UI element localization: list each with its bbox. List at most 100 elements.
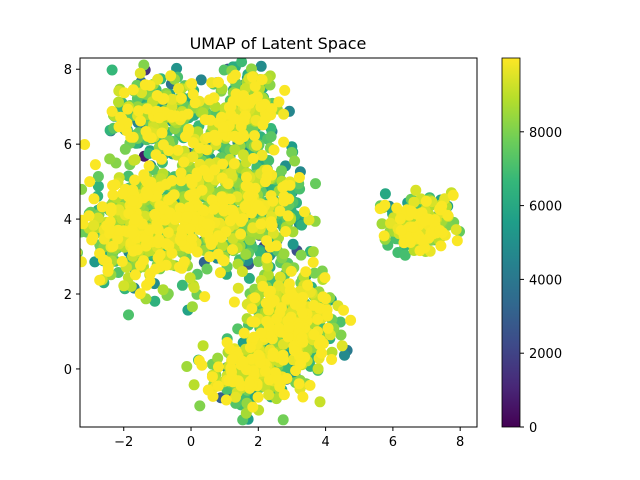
scatter-point: [180, 131, 191, 143]
scatter-point: [236, 266, 248, 277]
scatter-point: [98, 254, 109, 266]
scatter-point: [315, 334, 327, 346]
scatter-point: [104, 216, 116, 228]
x-tick-label: −2: [114, 435, 133, 450]
scatter-point: [277, 349, 289, 361]
scatter-point: [65, 238, 76, 249]
scatter-point: [226, 353, 238, 365]
scatter-point: [201, 218, 213, 230]
x-tick-label: 4: [321, 435, 329, 450]
scatter-point: [172, 144, 184, 156]
scatter-point: [209, 129, 220, 141]
scatter-point: [300, 266, 312, 278]
scatter-point: [239, 98, 250, 110]
scatter-point: [232, 282, 244, 294]
scatter-point: [107, 240, 119, 252]
scatter-point: [283, 278, 295, 290]
scatter-point: [230, 391, 241, 403]
scatter-point: [251, 91, 263, 103]
scatter-point: [339, 349, 350, 361]
scatter-point: [107, 189, 119, 201]
scatter-point: [302, 279, 314, 291]
x-tick-label: 8: [456, 435, 464, 450]
scatter-point: [206, 371, 218, 383]
scatter-point: [102, 265, 114, 277]
scatter-point: [277, 414, 289, 426]
scatter-point: [176, 279, 188, 291]
scatter-point: [314, 396, 326, 408]
scatter-point: [274, 205, 286, 217]
scatter-point: [152, 73, 164, 85]
scatter-point: [238, 327, 250, 339]
scatter-point: [299, 206, 310, 218]
scatter-point: [201, 263, 213, 275]
scatter-point: [226, 72, 238, 84]
scatter-point: [188, 379, 200, 391]
scatter-point: [127, 84, 139, 96]
scatter-point: [156, 153, 167, 165]
scatter-point: [267, 195, 279, 207]
scatter-point: [202, 384, 214, 396]
scatter-point: [286, 147, 298, 158]
scatter-point: [222, 178, 234, 190]
scatter-point: [229, 211, 241, 223]
scatter-point: [255, 60, 267, 72]
scatter-point: [80, 256, 87, 268]
scatter-point: [142, 189, 154, 200]
scatter-point: [116, 113, 128, 125]
scatter-point: [447, 189, 459, 201]
scatter-point: [268, 144, 280, 156]
scatter-point: [241, 171, 252, 183]
scatter-point: [92, 171, 104, 182]
scatter-point: [88, 193, 100, 205]
scatter-point: [243, 272, 255, 284]
scatter-point: [176, 229, 187, 241]
scatter-point: [84, 176, 96, 188]
scatter-point: [289, 155, 301, 167]
scatter-point: [125, 131, 137, 143]
scatter-point: [319, 272, 331, 284]
scatter-point: [144, 224, 156, 236]
scatter-point: [415, 234, 427, 246]
scatter-point: [113, 96, 124, 108]
scatter-point: [279, 84, 291, 96]
scatter-point: [199, 291, 211, 303]
scatter-point: [187, 151, 199, 163]
scatter-point: [246, 71, 258, 83]
scatter-point: [237, 356, 249, 368]
scatter-point: [273, 96, 285, 108]
x-tick-label: 6: [389, 435, 397, 450]
scatter-point: [312, 363, 324, 375]
scatter-point: [251, 139, 263, 151]
scatter-point: [166, 111, 178, 123]
scatter-point: [174, 202, 186, 214]
scatter-point: [272, 374, 284, 385]
scatter-point: [278, 108, 290, 120]
scatter-point: [308, 299, 320, 311]
scatter-point: [278, 389, 290, 401]
scatter-point: [282, 210, 294, 222]
scatter-point: [166, 247, 178, 259]
scatter-point: [162, 227, 174, 238]
scatter-point: [244, 234, 256, 246]
scatter-point: [89, 159, 101, 171]
scatter-point: [303, 214, 315, 226]
scatter-point: [217, 158, 229, 170]
scatter-point: [399, 249, 411, 261]
scatter-point: [235, 121, 247, 133]
scatter-point: [197, 340, 209, 352]
scatter-point: [278, 248, 290, 260]
scatter-point: [418, 215, 430, 227]
scatter-point: [117, 188, 129, 200]
scatter-point: [134, 288, 146, 300]
scatter-point: [175, 92, 187, 104]
colorbar-tick-label: 8000: [529, 126, 562, 141]
scatter-point: [435, 204, 447, 216]
scatter-point: [212, 76, 224, 88]
chart-title: UMAP of Latent Space: [190, 34, 367, 53]
scatter-point: [163, 194, 175, 206]
scatter-point: [322, 322, 334, 334]
scatter-point: [242, 190, 254, 202]
scatter-point: [288, 345, 300, 357]
scatter-point: [172, 211, 184, 223]
